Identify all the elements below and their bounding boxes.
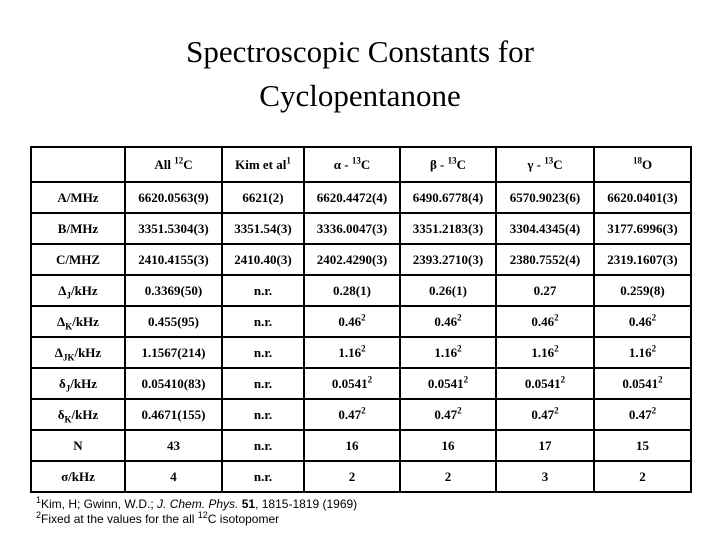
table-cell: 0.472 <box>303 398 401 431</box>
table-cell: n.r. <box>221 398 305 431</box>
page-title-line-2: Cyclopentanone <box>259 78 461 114</box>
spectroscopic-constants-table: All 12C Kim et al1 α - 13C β - 13C γ - 13C 18… <box>30 146 692 493</box>
table-cell: 0.472 <box>399 398 497 431</box>
table-cell: 2 <box>303 460 401 493</box>
row-label: ΔJK/kHz <box>30 336 126 369</box>
table-cell: 2410.40(3) <box>221 243 305 276</box>
row-label: ΔK/kHz <box>30 305 126 338</box>
table-cell: 0.462 <box>399 305 497 338</box>
table-cell: 3351.54(3) <box>221 212 305 245</box>
table-cell: 0.472 <box>593 398 692 431</box>
table-cell: 3351.2183(3) <box>399 212 497 245</box>
table-cell: 2 <box>399 460 497 493</box>
table-row: C/MHZ 2410.4155(3) 2410.40(3) 2402.4290(3) 2… <box>30 243 692 276</box>
table-row: ΔJK/kHz 1.1567(214) n.r. 1.162 1.162 1.162 1.1… <box>30 336 692 369</box>
table-cell: 43 <box>124 429 223 462</box>
table-cell: 1.162 <box>399 336 497 369</box>
table-cell: 0.05412 <box>399 367 497 400</box>
table-cell: 1.162 <box>303 336 401 369</box>
table-cell: 0.05410(83) <box>124 367 223 400</box>
table-cell: 0.05412 <box>303 367 401 400</box>
table-row: N 43 n.r. 16 16 17 15 <box>30 429 692 462</box>
table-cell: n.r. <box>221 460 305 493</box>
table-cell: 16 <box>399 429 497 462</box>
table-cell: n.r. <box>221 274 305 307</box>
page-title: Spectroscopic Constants for Cyclopentano… <box>0 30 720 118</box>
table-cell: 3 <box>495 460 595 493</box>
table-row: σ/kHz 4 n.r. 2 2 3 2 <box>30 460 692 493</box>
table-cell: 3304.4345(4) <box>495 212 595 245</box>
column-header: Kim et al1 <box>221 146 305 183</box>
table-cell: 4 <box>124 460 223 493</box>
row-label: δJ/kHz <box>30 367 126 400</box>
table-cell: n.r. <box>221 336 305 369</box>
table-cell: 2393.2710(3) <box>399 243 497 276</box>
table-header-row: All 12C Kim et al1 α - 13C β - 13C γ - 13C 18… <box>30 146 692 183</box>
table-cell: 3336.0047(3) <box>303 212 401 245</box>
row-label: A/MHz <box>30 181 126 214</box>
table-cell: 0.26(1) <box>399 274 497 307</box>
table-cell: 0.462 <box>593 305 692 338</box>
table-cell: 0.259(8) <box>593 274 692 307</box>
table-cell: 0.05412 <box>593 367 692 400</box>
table-cell: 2319.1607(3) <box>593 243 692 276</box>
row-label: C/MHZ <box>30 243 126 276</box>
table-cell: 0.3369(50) <box>124 274 223 307</box>
row-label: B/MHz <box>30 212 126 245</box>
table-row: ΔK/kHz 0.455(95) n.r. 0.462 0.462 0.462 0.462 <box>30 305 692 338</box>
table-cell: 2402.4290(3) <box>303 243 401 276</box>
table-cell: n.r. <box>221 367 305 400</box>
footnotes: 1Kim, H; Gwinn, W.D.; J. Chem. Phys. 51,… <box>36 495 676 527</box>
corner-header-cell <box>30 146 126 183</box>
column-header: α - 13C <box>303 146 401 183</box>
table-cell: n.r. <box>221 429 305 462</box>
row-label: δK/kHz <box>30 398 126 431</box>
table-cell: 1.162 <box>495 336 595 369</box>
table-cell: 0.4671(155) <box>124 398 223 431</box>
row-label: N <box>30 429 126 462</box>
table-row: ΔJ/kHz 0.3369(50) n.r. 0.28(1) 0.26(1) 0.27 0.… <box>30 274 692 307</box>
table-row: B/MHz 3351.5304(3) 3351.54(3) 3336.0047(3) 3… <box>30 212 692 245</box>
table-cell: 0.472 <box>495 398 595 431</box>
table-cell: 2 <box>593 460 692 493</box>
table-cell: 2380.7552(4) <box>495 243 595 276</box>
footnote-1: 1Kim, H; Gwinn, W.D.; J. Chem. Phys. 51,… <box>36 495 358 512</box>
table-cell: 17 <box>495 429 595 462</box>
table-cell: 6620.0563(9) <box>124 181 223 214</box>
column-header: γ - 13C <box>495 146 595 183</box>
table-body: A/MHz 6620.0563(9) 6621(2) 6620.4472(4) 6490… <box>30 181 692 493</box>
table-cell: 6490.6778(4) <box>399 181 497 214</box>
page-title-line-1: Spectroscopic Constants for <box>186 34 534 69</box>
table-cell: 6620.4472(4) <box>303 181 401 214</box>
table-cell: n.r. <box>221 305 305 338</box>
table-cell: 6620.0401(3) <box>593 181 692 214</box>
table-row: A/MHz 6620.0563(9) 6621(2) 6620.4472(4) 6490… <box>30 181 692 214</box>
row-label: ΔJ/kHz <box>30 274 126 307</box>
table-cell: 6621(2) <box>221 181 305 214</box>
column-header: β - 13C <box>399 146 497 183</box>
table-cell: 0.27 <box>495 274 595 307</box>
table-row: δK/kHz 0.4671(155) n.r. 0.472 0.472 0.472 0.47… <box>30 398 692 431</box>
table-cell: 15 <box>593 429 692 462</box>
table-cell: 0.462 <box>495 305 595 338</box>
table-cell: 6570.9023(6) <box>495 181 595 214</box>
column-header: All 12C <box>124 146 223 183</box>
table-cell: 0.28(1) <box>303 274 401 307</box>
footnote-2: 2Fixed at the values for the all 12C iso… <box>36 510 280 527</box>
table-row: δJ/kHz 0.05410(83) n.r. 0.05412 0.05412 0.054… <box>30 367 692 400</box>
table-cell: 3177.6996(3) <box>593 212 692 245</box>
column-header: 18O <box>593 146 692 183</box>
table-cell: 0.05412 <box>495 367 595 400</box>
table-cell: 16 <box>303 429 401 462</box>
table-cell: 0.455(95) <box>124 305 223 338</box>
table-cell: 1.162 <box>593 336 692 369</box>
table-cell: 3351.5304(3) <box>124 212 223 245</box>
row-label: σ/kHz <box>30 460 126 493</box>
table-cell: 1.1567(214) <box>124 336 223 369</box>
table-cell: 2410.4155(3) <box>124 243 223 276</box>
table-cell: 0.462 <box>303 305 401 338</box>
